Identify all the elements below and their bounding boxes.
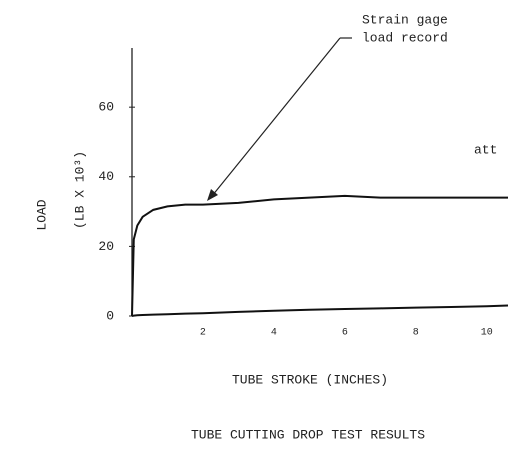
y-axis-label: LOAD — [34, 199, 49, 230]
data-line — [131, 304, 509, 317]
y-tick-label: 40 — [98, 169, 114, 184]
arrowhead — [207, 189, 218, 201]
x-tick-label: 6 — [342, 328, 348, 339]
x-tick-label: 2 — [200, 328, 206, 339]
x-axis-label: TUBE STROKE (INCHES) — [232, 372, 388, 387]
arrow — [211, 37, 341, 197]
y-axis-label: (LB X 10³) — [72, 151, 87, 229]
x-tick-label: 4 — [271, 328, 277, 339]
x-tick-label: 10 — [481, 328, 493, 339]
annotation: att — [474, 142, 497, 157]
annotation: Strain gage — [362, 12, 448, 27]
y-tick-label: 20 — [98, 239, 114, 254]
annotation: load record — [362, 30, 448, 45]
y-tick-label: 60 — [98, 100, 114, 115]
y-tick-label: 0 — [106, 308, 114, 323]
data-line — [131, 194, 508, 317]
chart-title: TUBE CUTTING DROP TEST RESULTS — [191, 427, 425, 442]
x-tick-label: 8 — [413, 328, 419, 339]
